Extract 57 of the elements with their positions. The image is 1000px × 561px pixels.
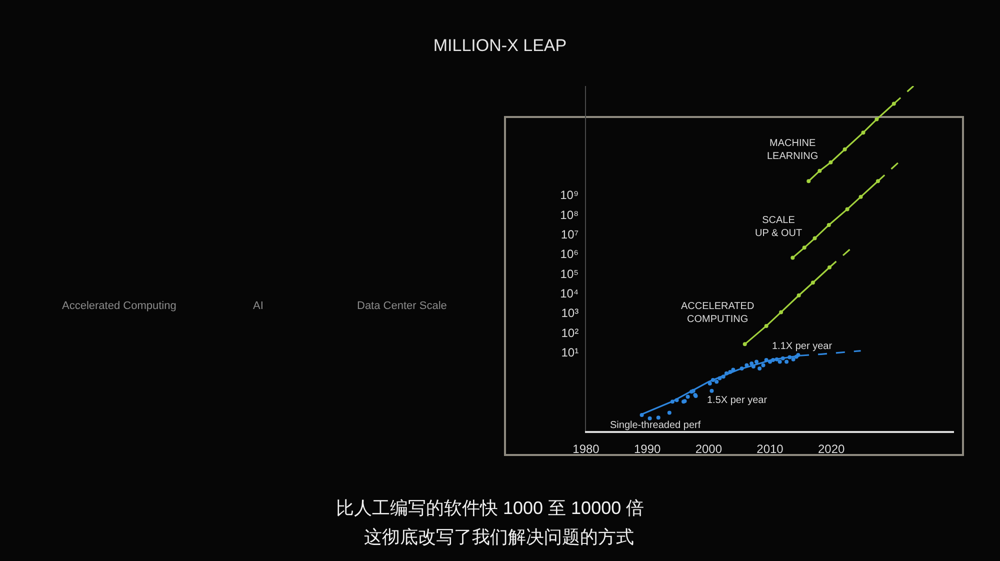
text: AI xyxy=(253,300,264,312)
y-tick-label: 10⁴ xyxy=(560,286,579,301)
chart-title: MILLION-X LEAP xyxy=(433,36,567,55)
point xyxy=(648,416,652,420)
annotation: 1.1X per year xyxy=(772,341,833,352)
point xyxy=(810,280,815,285)
y-tick-label: 10⁸ xyxy=(560,208,579,222)
point xyxy=(761,363,766,368)
y-tick-label: 10⁵ xyxy=(560,266,579,281)
y-tick-label: 10⁷ xyxy=(560,228,579,242)
point xyxy=(861,130,866,135)
point xyxy=(742,342,747,346)
x-tick-label: 1980 xyxy=(572,442,600,456)
point xyxy=(714,380,719,384)
text: 比人工编写的软件快 1000 至 10000 倍 xyxy=(336,498,644,518)
point xyxy=(710,388,714,393)
point xyxy=(667,410,672,415)
x-tick-label: 2010 xyxy=(756,442,784,456)
point xyxy=(758,366,762,371)
point xyxy=(818,168,822,173)
text: Accelerated Computing xyxy=(62,300,176,312)
point xyxy=(826,222,831,227)
text: 这彻底改写了我们解决问题的方式 xyxy=(364,527,634,547)
y-tick-label: 10⁹ xyxy=(560,188,579,202)
series-label: SCALE UP & OUT xyxy=(755,215,802,239)
y-tick-label: 10² xyxy=(561,326,579,340)
series-label: MACHINE LEARNING xyxy=(767,138,818,162)
annotation: 1.5X per year xyxy=(707,395,768,406)
point xyxy=(779,310,784,314)
point xyxy=(858,194,863,199)
point xyxy=(828,160,833,164)
point xyxy=(791,357,796,362)
series-label: ACCELERATED COMPUTING xyxy=(681,301,754,325)
point xyxy=(842,147,847,152)
point xyxy=(845,207,850,212)
x-tick-label: 2000 xyxy=(695,442,722,456)
point xyxy=(764,324,768,328)
point xyxy=(750,362,754,366)
x-tick-label: 2020 xyxy=(818,442,845,456)
point xyxy=(812,236,817,240)
x-tick-label: 1990 xyxy=(634,442,661,456)
y-tick-label: 10³ xyxy=(561,306,579,320)
point xyxy=(806,179,811,184)
point xyxy=(708,382,712,386)
y-tick-label: 10⁶ xyxy=(560,247,579,262)
text: Data Center Scale xyxy=(357,300,447,312)
point xyxy=(874,117,879,122)
point xyxy=(656,416,660,420)
point xyxy=(686,394,690,399)
point xyxy=(784,360,789,364)
y-tick-label: 10¹ xyxy=(561,346,579,360)
point xyxy=(754,360,759,364)
point xyxy=(802,246,806,250)
point xyxy=(790,256,795,260)
point xyxy=(796,293,801,298)
point xyxy=(778,360,782,364)
series-label: Single-threaded perf xyxy=(610,420,701,431)
